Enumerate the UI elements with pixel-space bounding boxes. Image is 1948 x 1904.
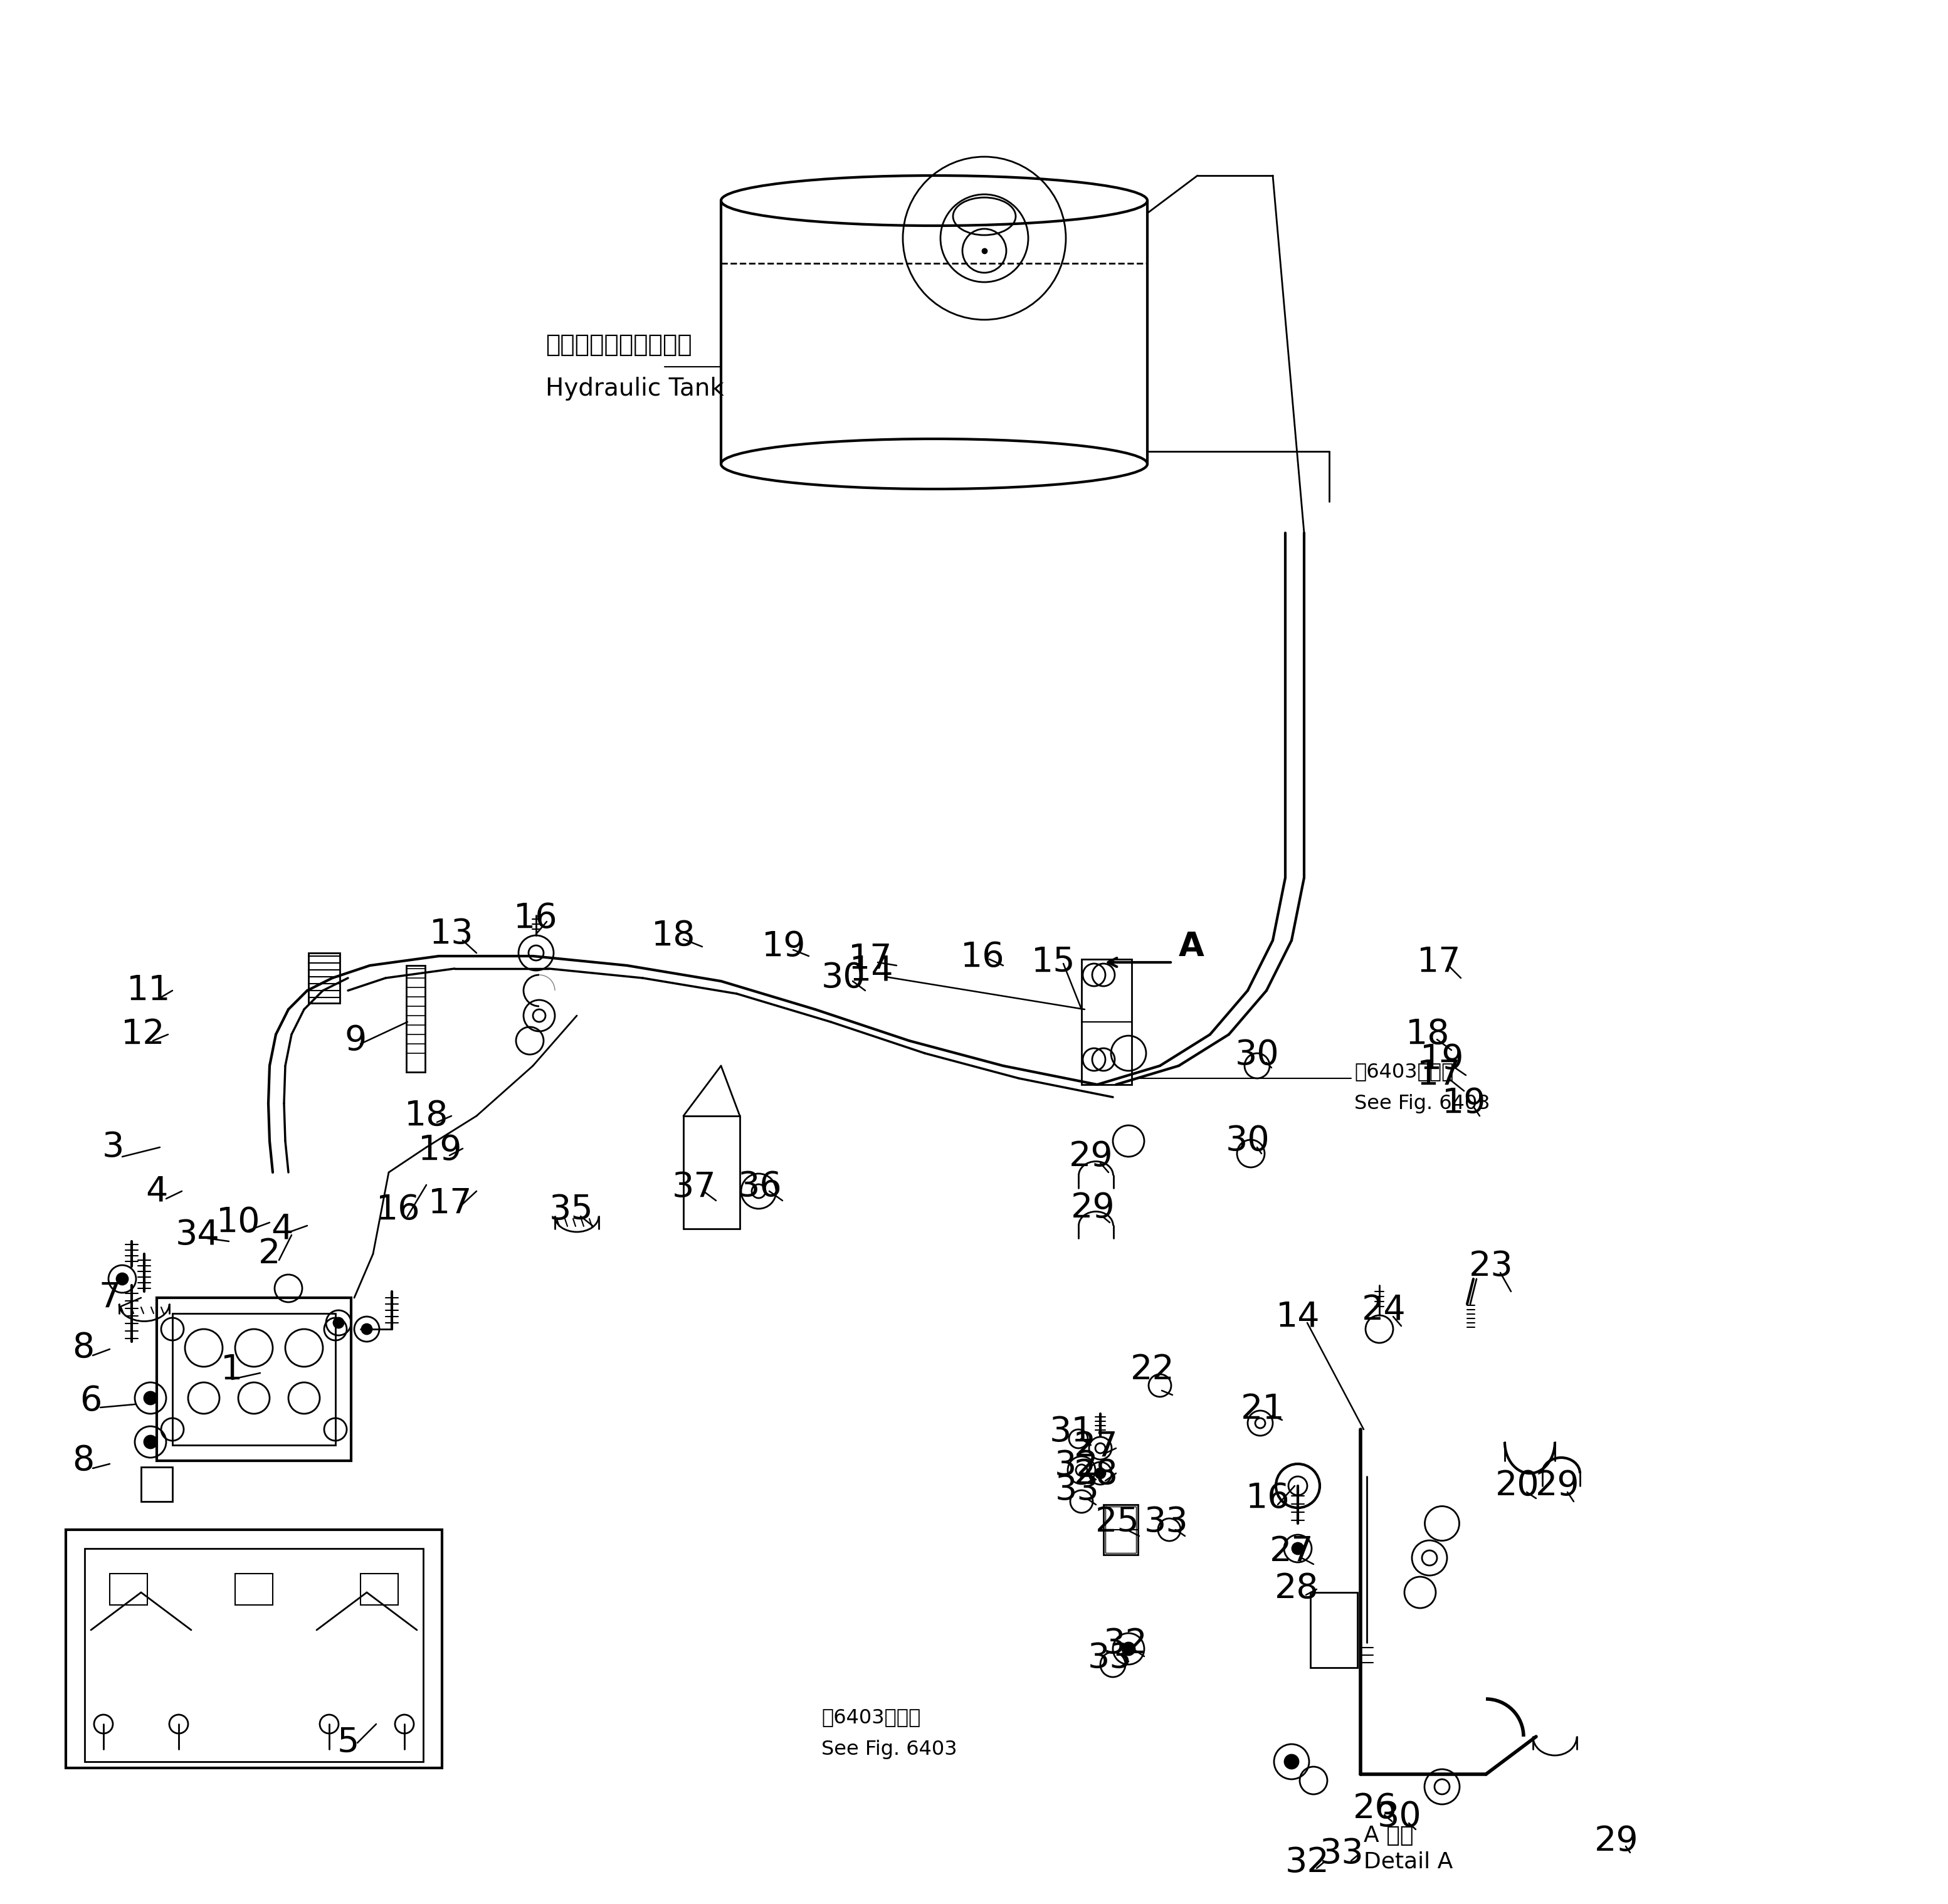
Text: Detail A: Detail A [1364, 1851, 1453, 1874]
Text: 6: 6 [80, 1384, 101, 1418]
Circle shape [1284, 1755, 1299, 1769]
Text: 33: 33 [1056, 1474, 1099, 1508]
Text: 12: 12 [121, 1017, 166, 1051]
Text: 第6403図参照: 第6403図参照 [1354, 1062, 1453, 1081]
Text: 16: 16 [1245, 1481, 1290, 1516]
Circle shape [144, 1392, 156, 1405]
Text: 17: 17 [1416, 1059, 1461, 1093]
Bar [156, 1299, 351, 1460]
Text: 33: 33 [1087, 1641, 1132, 1676]
Text: 32: 32 [1054, 1449, 1099, 1483]
Text: 34: 34 [175, 1219, 220, 1253]
Text: 31: 31 [1050, 1415, 1093, 1449]
Text: 20: 20 [1496, 1468, 1539, 1502]
Text: A 詳細: A 詳細 [1364, 1826, 1414, 1847]
Text: 第6403図参照: 第6403図参照 [822, 1708, 921, 1727]
Text: 33: 33 [1319, 1837, 1364, 1872]
Text: Hydraulic Tank: Hydraulic Tank [545, 377, 725, 400]
Text: 30: 30 [1235, 1038, 1280, 1072]
Circle shape [1292, 1542, 1303, 1554]
Text: 23: 23 [1469, 1249, 1514, 1283]
Text: 32: 32 [1286, 1845, 1329, 1879]
Text: 1: 1 [220, 1354, 244, 1386]
Text: 19: 19 [419, 1133, 462, 1167]
Circle shape [144, 1436, 156, 1449]
Text: 21: 21 [1241, 1392, 1286, 1426]
Text: 26: 26 [1352, 1792, 1397, 1826]
Bar [684, 1116, 740, 1228]
Text: 29: 29 [1535, 1468, 1580, 1502]
Text: 18: 18 [651, 920, 695, 952]
Bar [407, 965, 425, 1072]
Text: 28: 28 [1274, 1571, 1319, 1605]
Text: A: A [1179, 931, 1204, 963]
Text: 36: 36 [738, 1169, 781, 1203]
Text: 19: 19 [1420, 1043, 1465, 1076]
Bar [1103, 1504, 1138, 1556]
Circle shape [333, 1318, 343, 1327]
Text: 30: 30 [1225, 1123, 1270, 1158]
Text: See Fig. 6403: See Fig. 6403 [1354, 1093, 1490, 1114]
Text: 7: 7 [99, 1281, 121, 1314]
Circle shape [117, 1274, 129, 1285]
Text: 28: 28 [1073, 1458, 1118, 1491]
Text: 18: 18 [1406, 1017, 1449, 1051]
Text: 4: 4 [271, 1211, 294, 1245]
Bar [360, 1573, 397, 1605]
Text: 30: 30 [822, 962, 865, 996]
Text: 32: 32 [1103, 1626, 1147, 1660]
Text: 24: 24 [1362, 1293, 1406, 1327]
Bar [236, 1573, 273, 1605]
Text: 2: 2 [259, 1238, 281, 1270]
Bar [1081, 960, 1132, 1085]
Text: 19: 19 [1442, 1087, 1486, 1120]
Text: 27: 27 [1073, 1430, 1118, 1464]
Text: 27: 27 [1270, 1535, 1313, 1569]
Text: 11: 11 [127, 973, 171, 1007]
Bar [308, 952, 339, 1003]
Circle shape [362, 1323, 372, 1335]
Text: 29: 29 [1069, 1140, 1112, 1173]
Text: 16: 16 [512, 901, 557, 935]
Text: 14: 14 [849, 954, 894, 988]
Text: 19: 19 [762, 929, 806, 963]
Text: ハイドロリックタンク: ハイドロリックタンク [545, 333, 692, 356]
Text: 16: 16 [376, 1194, 421, 1226]
Text: 15: 15 [1030, 946, 1075, 979]
Bar [1105, 1506, 1136, 1554]
Text: 17: 17 [1416, 946, 1461, 979]
Text: 25: 25 [1095, 1506, 1140, 1538]
Text: 22: 22 [1130, 1354, 1175, 1386]
Text: See Fig. 6403: See Fig. 6403 [822, 1740, 956, 1759]
Text: 13: 13 [429, 918, 473, 952]
Text: 5: 5 [337, 1725, 358, 1759]
Text: 10: 10 [216, 1205, 261, 1240]
Text: 8: 8 [72, 1331, 94, 1365]
Bar [1311, 1592, 1358, 1668]
Bar [66, 1529, 442, 1769]
Bar [84, 1548, 423, 1761]
Circle shape [1095, 1468, 1105, 1478]
Bar [109, 1573, 148, 1605]
Text: 17: 17 [429, 1186, 471, 1220]
Text: 29: 29 [1593, 1824, 1638, 1858]
Text: 14: 14 [1276, 1300, 1321, 1333]
Text: 16: 16 [960, 941, 1005, 975]
Text: 33: 33 [1143, 1506, 1188, 1538]
Text: 35: 35 [549, 1194, 594, 1226]
Bar [140, 1466, 173, 1502]
Text: 4: 4 [146, 1175, 168, 1209]
Text: 18: 18 [405, 1099, 448, 1133]
Text: 8: 8 [72, 1443, 94, 1478]
Text: 17: 17 [847, 942, 892, 977]
Text: 29: 29 [1071, 1192, 1114, 1224]
Text: 30: 30 [1377, 1799, 1422, 1834]
Text: 37: 37 [672, 1171, 717, 1205]
Bar [173, 1314, 335, 1445]
Circle shape [1122, 1643, 1136, 1655]
Text: 3: 3 [101, 1131, 125, 1163]
Text: 9: 9 [345, 1024, 366, 1057]
